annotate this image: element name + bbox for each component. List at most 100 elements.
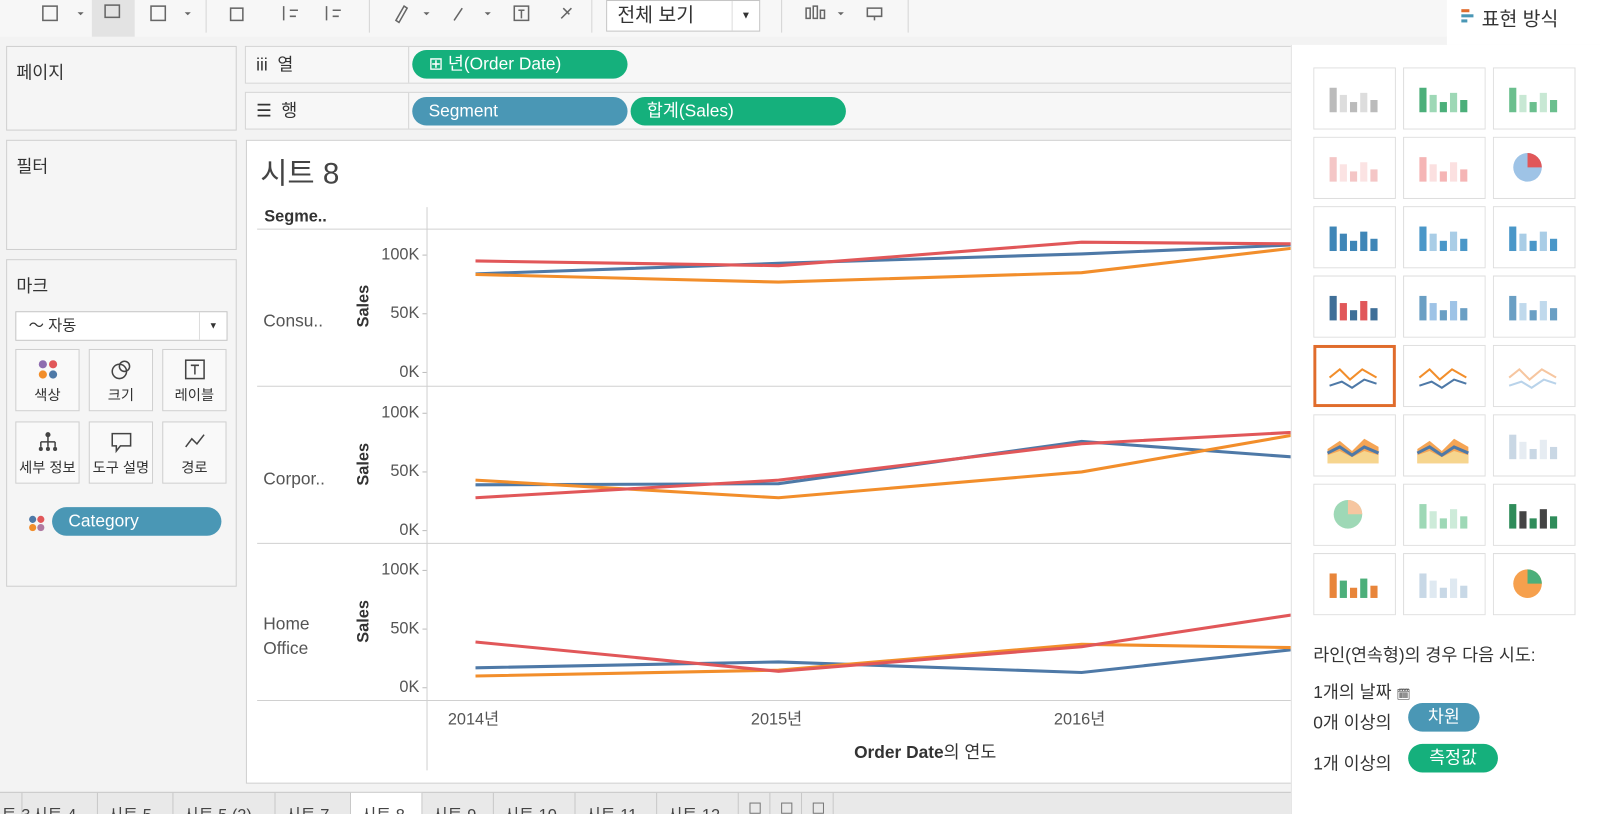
columns-shelf: iii 열 ⊞ 년(Order Date) [244, 45, 1296, 84]
filters-title: 필터 [16, 157, 49, 177]
show-me-thumbnail[interactable] [1313, 275, 1396, 338]
mark-button-icon [185, 434, 205, 448]
show-me-thumbnail[interactable] [1492, 344, 1576, 408]
y-tick-label: 0K [399, 678, 419, 696]
show-me-thumbnail[interactable] [1403, 275, 1486, 338]
mark-button-label: 세부 정보 [19, 459, 76, 476]
show-me-thumbnail[interactable] [1313, 344, 1396, 408]
marks-title: 마크 [16, 276, 49, 296]
y-tick-label: 100K [381, 561, 419, 579]
series-line [475, 243, 1291, 276]
req-1-text: 0개 이상의 [1313, 713, 1392, 733]
show-me-thumbnail[interactable] [1492, 483, 1576, 546]
mark-button-label: 레이블 [174, 386, 215, 404]
show-me-thumbnail[interactable] [1313, 553, 1396, 616]
sheet-tabs: 시트 3시트 4시트 5시트 5 (2)시트 7시트 8시트 9시트 10시트 … [0, 791, 1291, 814]
pane-label: Home Office [263, 614, 310, 659]
series-line [475, 433, 1291, 500]
mark-button[interactable]: 세부 정보 [15, 421, 80, 484]
show-me-thumbnail[interactable] [1313, 483, 1396, 546]
order-date-pill-text: 년(Order Date) [447, 54, 562, 74]
rows-shelf: ☰ 행 Segment 합계(Sales) [244, 91, 1296, 130]
show-me-thumbnail[interactable] [1403, 206, 1486, 269]
mark-button-icon [38, 360, 58, 379]
show-me-thumbnail[interactable] [1403, 553, 1486, 616]
series-line [475, 430, 1291, 500]
tab-action[interactable] [770, 792, 803, 814]
show-me-thumbnail[interactable] [1313, 67, 1396, 130]
show-me-thumbnail[interactable] [1403, 67, 1486, 130]
order-date-pill[interactable]: ⊞ 년(Order Date) [412, 49, 628, 79]
segment-pill[interactable]: Segment [412, 96, 628, 126]
pane-label: Consu.. [263, 311, 324, 331]
show-me-thumbnail[interactable] [1492, 67, 1576, 130]
sheet-tab[interactable]: 시트 3 [0, 792, 30, 814]
category-pill[interactable]: Category [52, 507, 222, 536]
show-me-thumbnail[interactable] [1492, 414, 1576, 477]
sheet-tab[interactable]: 시트 12 [657, 792, 739, 814]
mark-type-label: 자동 [48, 317, 77, 335]
sheet-frame [245, 139, 1308, 784]
sales-pill[interactable]: 합계(Sales) [630, 96, 846, 126]
y-tick-label: 50K [390, 462, 419, 480]
mark-button[interactable]: 색상 [15, 348, 80, 412]
sheet-tab[interactable]: 시트 10 [494, 792, 576, 814]
show-me-panel: 라인(연속형)의 경우 다음 시도: 1개의 날짜 🗓 0개 이상의 차원 1개… [1290, 44, 1600, 814]
columns-label-text: 열 [277, 55, 294, 75]
show-me-thumbnail[interactable] [1403, 136, 1486, 199]
show-me-thumbnail[interactable] [1492, 206, 1576, 269]
show-me-thumbnail[interactable] [1313, 414, 1396, 477]
mark-type-dropdown[interactable]: 〜 자동 ▼ [15, 311, 228, 341]
show-me-thumbnail[interactable] [1313, 136, 1396, 199]
mark-button-label: 경로 [181, 459, 208, 476]
color-icon [29, 515, 45, 532]
y-tick-label: 0K [399, 363, 419, 381]
mark-button[interactable]: 크기 [88, 348, 154, 412]
show-me-thumbnail[interactable] [1492, 275, 1576, 338]
tab-action[interactable] [739, 792, 771, 814]
show-me-icon [1461, 9, 1474, 23]
sheet-tab[interactable]: 시트 9 [422, 792, 494, 814]
sheet-tab[interactable]: 시트 7 [276, 792, 352, 814]
mark-button-icon [111, 360, 131, 380]
x-tick-label: 2014년 [448, 711, 499, 729]
show-me-thumbnail[interactable] [1313, 206, 1396, 269]
req-2-text: 1개 이상의 [1313, 754, 1392, 774]
show-me-hint: 라인(연속형)의 경우 다음 시도: [1313, 645, 1536, 666]
mark-button-label: 도구 설명 [92, 459, 150, 476]
mark-button[interactable]: 경로 [162, 421, 227, 484]
dimension-pill: 차원 [1408, 703, 1480, 732]
sheet-tab[interactable]: 시트 11 [576, 792, 658, 814]
columns-label: iii 열 [246, 46, 410, 83]
y-tick-label: 0K [399, 521, 419, 539]
sheet-tab[interactable]: 시트 4 [22, 792, 98, 814]
show-me-thumbnail[interactable] [1403, 344, 1486, 408]
x-tick-label: 2015년 [751, 711, 802, 729]
mark-button[interactable]: 도구 설명 [88, 421, 154, 484]
toolbar: 전체 보기 ▼ [0, 0, 1447, 37]
y-axis-title: Sales [355, 285, 373, 328]
sheet-tab[interactable]: 시트 5 (2) [173, 792, 276, 814]
mark-button-label: 색상 [34, 386, 61, 404]
tab-action[interactable] [802, 792, 834, 814]
pages-title: 페이지 [16, 63, 65, 83]
series-line [475, 642, 1291, 678]
x-axis-title-field: Order Date [854, 742, 944, 762]
mark-button[interactable]: 레이블 [162, 348, 227, 412]
chart: 시트 8 Segme.. Order Date의 연도 Consu.. Sales… [257, 157, 1307, 771]
pages-card: 페이지 [6, 45, 237, 131]
show-me-thumbnail[interactable] [1492, 136, 1576, 199]
show-me-thumbnail[interactable] [1403, 414, 1486, 477]
sheet-tab[interactable]: 시트 8 [351, 792, 423, 814]
pane-label-box: Corpor.. [263, 469, 325, 488]
pane-label-box: Home Office [263, 614, 310, 659]
show-me-tab[interactable]: 표현 방식 [1446, 0, 1600, 45]
show-me-thumbnail[interactable] [1403, 483, 1486, 546]
show-me-thumbnail[interactable] [1492, 553, 1576, 616]
view-dropdown[interactable]: 전체 보기 ▼ [606, 0, 761, 32]
mark-button-icon [111, 432, 132, 454]
sheet-tab[interactable]: 시트 5 [98, 792, 174, 814]
